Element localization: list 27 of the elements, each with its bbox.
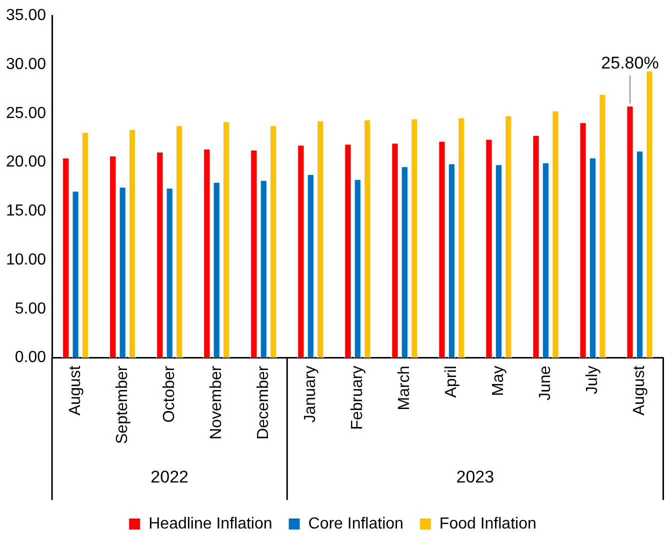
- data-label: 25.80%: [601, 54, 659, 73]
- y-tick-label: 5.00: [14, 300, 46, 318]
- x-tick-label: August: [66, 365, 84, 416]
- y-tick-label: 15.00: [6, 202, 46, 220]
- legend-label: Core Inflation: [308, 515, 404, 532]
- y-tick-label: 10.00: [6, 251, 46, 268]
- x-tick-label: January: [302, 366, 320, 423]
- y-tick-label: 25.00: [6, 104, 46, 122]
- x-tick-label: August: [631, 365, 648, 416]
- y-tick-label: 35.00: [6, 7, 46, 24]
- x-tick-label: February: [349, 366, 366, 430]
- x-tick-label: November: [208, 365, 225, 440]
- x-tick-label: March: [396, 366, 414, 410]
- x-tick-label: July: [584, 366, 602, 394]
- x-tick-label: September: [114, 365, 131, 444]
- x-tick-label: December: [255, 365, 272, 440]
- x-tick-label: April: [443, 366, 460, 398]
- x-tick-label: October: [160, 365, 178, 423]
- y-tick-label: 20.00: [6, 154, 46, 171]
- legend-label: Headline Inflation: [148, 515, 272, 532]
- x-tick-label: May: [490, 366, 508, 396]
- y-tick-label: 30.00: [6, 56, 46, 73]
- text: 2022: [150, 468, 188, 487]
- x-tick-label: June: [537, 366, 554, 400]
- y-tick-label: 0.00: [14, 349, 46, 366]
- legend-label: Food Inflation: [439, 515, 536, 532]
- text: 2023: [456, 468, 494, 487]
